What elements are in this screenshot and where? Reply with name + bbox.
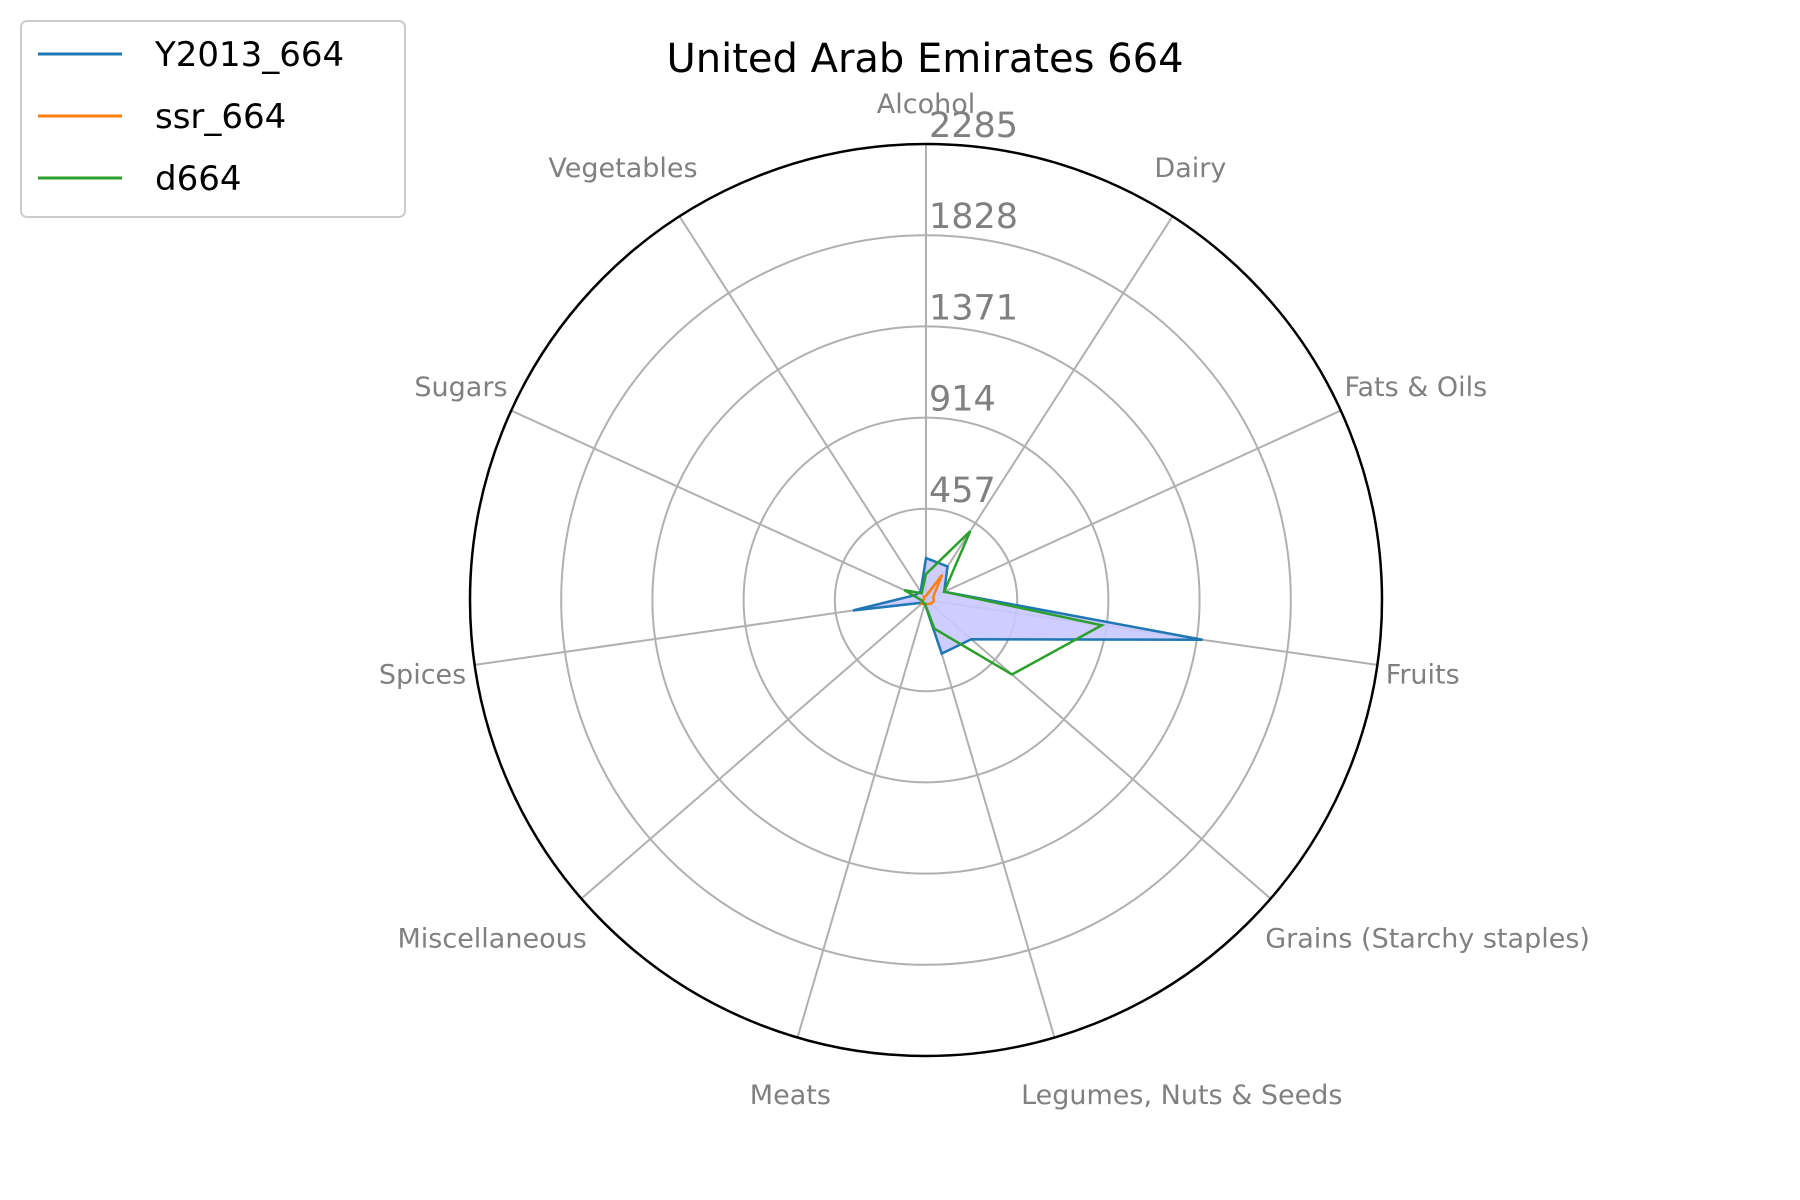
category-label-spices: Spices [379,659,466,690]
category-label-meats: Meats [750,1080,831,1111]
polar-grid [474,144,1378,1038]
legend-label-y2013-664: Y2013_664 [154,35,344,75]
spoke-sugars [510,409,927,601]
category-label-sugars: Sugars [414,372,507,403]
category-label-miscellaneous: Miscellaneous [397,923,586,954]
spoke-spices [474,599,927,666]
spoke-grains-starchy-staples [925,599,1272,900]
category-label-legumes-nuts-seeds: Legumes, Nuts & Seeds [1021,1080,1342,1111]
spoke-fats-oils [925,409,1342,601]
polar-frame [468,142,1384,1058]
r-tick-label-1828: 1828 [929,197,1018,237]
spoke-meats [796,599,927,1038]
category-label-grains-starchy-staples: Grains (Starchy staples) [1265,923,1590,954]
category-labels: Alcohol Dairy Fats & Oils Fruits Grains (Sta… [379,89,1590,1111]
spoke-legumes-nuts-seeds [925,599,1056,1038]
chart-title: United Arab Emirates 664 [666,36,1183,82]
legend-label-d664: d664 [155,159,241,199]
legend-frame [20,20,406,218]
r-tick-label-914: 914 [929,380,996,420]
legend: Y2013_664 ssr_664 d664 [20,20,406,218]
category-label-vegetables: Vegetables [548,153,697,184]
series-line-y2013-664 [852,556,1203,656]
series-lines [852,530,1203,676]
r-tick-label-2285: 2285 [929,106,1018,146]
category-label-fruits: Fruits [1386,659,1460,690]
spoke-miscellaneous [580,599,927,900]
outer-circle [468,142,1384,1058]
series-line-d664 [903,530,1106,676]
radial-tick-labels: 457 914 1371 1828 2285 [929,106,1018,511]
r-tick-label-1371: 1371 [929,288,1018,328]
legend-label-ssr-664: ssr_664 [155,97,286,137]
spoke-vegetables [678,215,927,601]
category-label-fats-oils: Fats & Oils [1344,372,1487,403]
category-label-dairy: Dairy [1154,153,1226,184]
category-label-alcohol: Alcohol [877,89,975,120]
r-tick-label-457: 457 [929,471,996,511]
